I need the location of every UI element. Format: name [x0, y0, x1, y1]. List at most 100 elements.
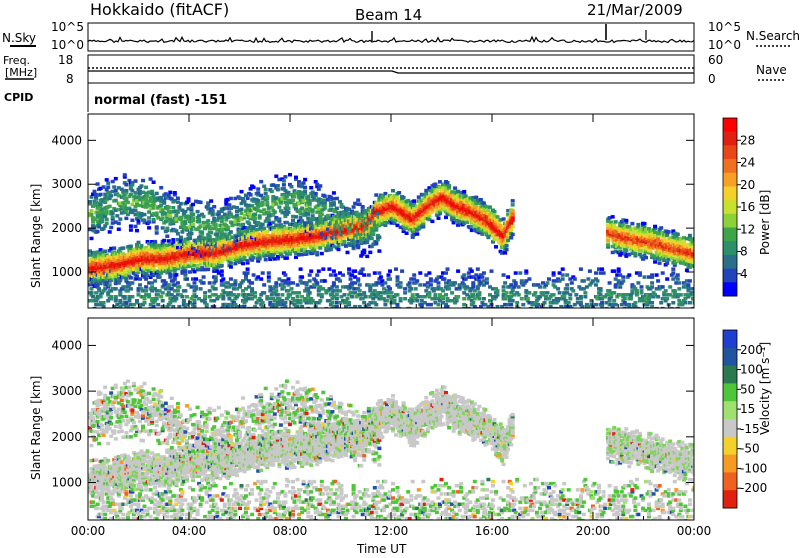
data-cell	[388, 269, 392, 273]
data-cell	[467, 307, 471, 311]
data-cell	[432, 319, 436, 323]
data-cell	[221, 277, 225, 281]
data-cell	[432, 317, 436, 321]
data-cell	[112, 185, 116, 189]
data-cell	[202, 281, 206, 285]
data-cell	[147, 317, 151, 321]
data-cell	[400, 269, 404, 273]
data-cell	[106, 321, 110, 325]
data-cell	[174, 214, 178, 218]
data-cell	[277, 217, 281, 221]
data-cell	[394, 313, 398, 317]
data-cell	[241, 223, 245, 227]
data-cell	[177, 317, 181, 321]
data-cell	[124, 183, 128, 187]
data-cell	[303, 313, 307, 317]
data-cell	[267, 210, 271, 214]
data-cell	[200, 231, 204, 235]
data-cell	[267, 275, 271, 279]
data-cell	[190, 232, 194, 236]
data-cell	[411, 313, 415, 317]
data-cell	[399, 281, 403, 285]
data-cell	[362, 291, 366, 295]
data-cell	[379, 317, 383, 321]
data-cell	[256, 187, 260, 191]
data-cell	[96, 182, 100, 186]
data-cell	[287, 311, 291, 315]
data-cell	[391, 189, 395, 193]
data-cell	[191, 223, 195, 227]
data-cell	[276, 293, 280, 297]
data-cell	[300, 275, 304, 279]
data-cell	[220, 273, 224, 277]
data-cell	[364, 311, 368, 315]
data-cell	[165, 227, 169, 231]
data-cell	[324, 307, 328, 311]
data-cell	[177, 205, 181, 209]
data-cell	[247, 321, 251, 325]
data-cell	[427, 291, 431, 295]
data-cell	[456, 269, 460, 273]
data-cell	[97, 287, 101, 291]
data-cell	[287, 277, 291, 281]
nave-tick-bottom: 0	[708, 72, 716, 86]
data-cell	[118, 321, 122, 325]
data-cell	[297, 291, 301, 295]
data-cell	[405, 232, 409, 236]
data-cell	[383, 303, 387, 307]
data-cell	[240, 311, 244, 315]
data-cell	[246, 309, 250, 313]
data-cell	[264, 258, 268, 262]
data-cell	[252, 273, 256, 277]
data-cell	[368, 251, 372, 255]
data-cell	[296, 309, 300, 313]
data-cell	[190, 309, 194, 313]
data-cell	[161, 291, 165, 295]
data-cell	[368, 307, 372, 311]
data-cell	[162, 317, 166, 321]
data-cell	[194, 277, 198, 281]
data-cell	[129, 228, 133, 232]
data-cell	[280, 309, 284, 313]
data-cell	[414, 309, 418, 313]
data-cell	[93, 323, 97, 327]
data-cell	[340, 317, 344, 321]
data-cell	[371, 319, 375, 323]
data-cell	[267, 323, 271, 327]
data-cell	[396, 275, 400, 279]
data-cell	[429, 277, 433, 281]
data-cell	[403, 297, 407, 301]
data-cell	[296, 295, 300, 299]
data-cell	[240, 313, 244, 317]
data-cell	[144, 285, 148, 289]
data-cell	[261, 201, 265, 205]
data-cell	[303, 190, 307, 194]
data-cell	[158, 275, 162, 279]
data-cell	[300, 313, 304, 317]
data-cell	[118, 299, 122, 303]
data-cell	[105, 218, 109, 222]
data-cell	[137, 241, 141, 245]
data-cell	[137, 219, 141, 223]
data-cell	[152, 181, 156, 185]
data-cell	[290, 313, 294, 317]
data-cell	[90, 291, 94, 295]
data-cell	[115, 214, 119, 218]
data-cell	[262, 307, 266, 311]
data-cell	[474, 309, 478, 313]
data-cell	[470, 269, 474, 273]
data-cell	[109, 295, 113, 299]
data-cell	[358, 283, 362, 287]
data-cell	[194, 285, 198, 289]
data-cell	[121, 323, 125, 327]
data-cell	[294, 176, 298, 180]
data-cell	[258, 309, 262, 313]
data-cell	[124, 217, 128, 221]
data-cell	[299, 299, 303, 303]
data-cell	[414, 287, 418, 291]
data-cell	[332, 191, 336, 195]
data-cell	[206, 319, 210, 323]
data-cell	[147, 226, 151, 230]
data-cell	[252, 186, 256, 190]
data-cell	[214, 309, 218, 313]
